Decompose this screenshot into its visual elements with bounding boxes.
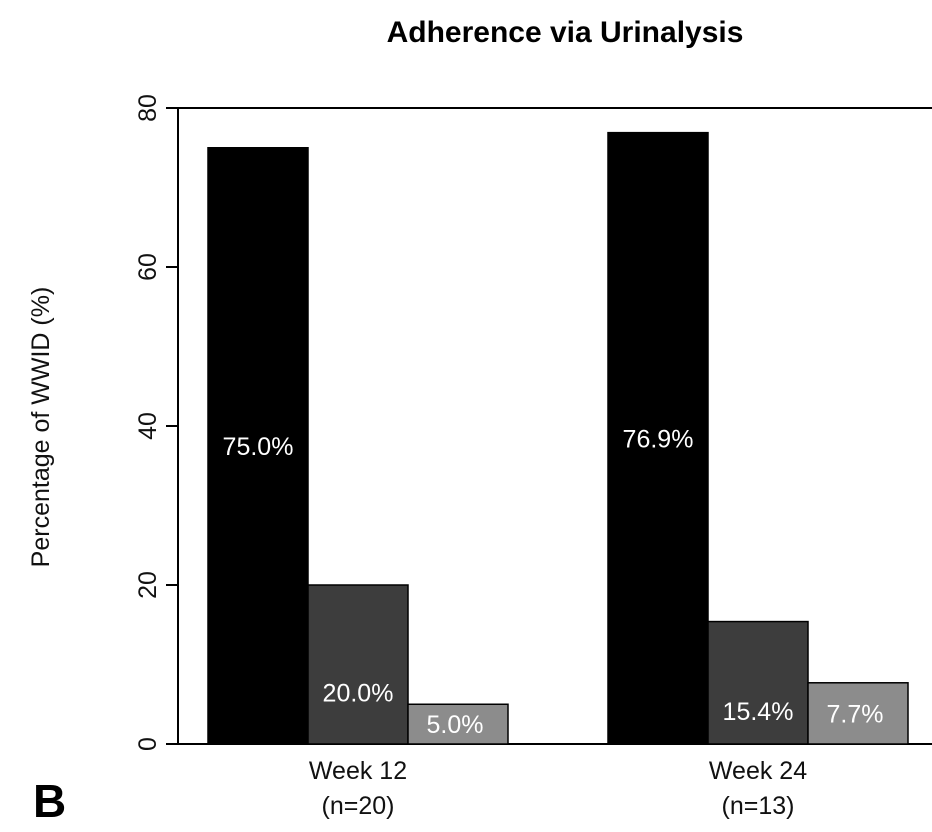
chart-title: Adherence via Urinalysis [387,16,744,49]
bar-value-label: 20.0% [323,680,394,708]
bar-value-label: 76.9% [623,425,694,453]
bar [807,682,909,745]
x-category-sample-size: (n=13) [722,792,795,820]
bar-value-label: 7.7% [827,700,884,728]
plot-area: 0 20 40 60 80 75.0% 76.9% 20.0% 15.4% 5.0% 7.7% Wee… [134,94,932,820]
bar [407,703,509,745]
panel-letter: B [33,775,66,827]
x-category-label: Week 24 [709,757,807,785]
y-tick-label: 20 [134,571,162,599]
y-tick-label: 80 [134,94,162,122]
bar-value-label: 75.0% [223,433,294,461]
bar [307,584,409,745]
bar [207,147,309,745]
y-tick-label: 0 [134,737,162,751]
x-category-label: Week 12 [309,757,407,785]
y-tick-label: 60 [134,253,162,281]
y-tick-label: 40 [134,412,162,440]
bar [607,131,709,745]
x-category-sample-size: (n=20) [322,792,395,820]
y-axis-label: Percentage of WWID (%) [27,287,55,568]
bar-value-label: 15.4% [723,698,794,726]
bar-value-label: 5.0% [427,711,484,739]
